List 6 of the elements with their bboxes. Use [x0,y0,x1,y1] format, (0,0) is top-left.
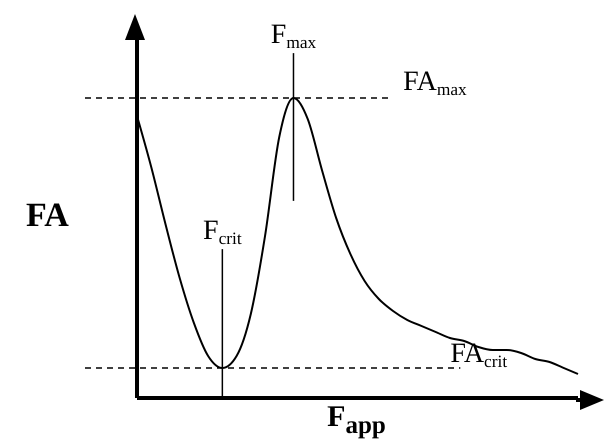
x-axis-title: F$_{app}$ [326,400,387,441]
ref-line-label: FA$_{max}$ [403,66,468,99]
y-axis-title: FA [26,197,69,235]
text: F$_{max}$ [270,19,317,52]
annotation: F$_{crit}$ [202,215,242,248]
ref-line-label: FA$_{crit}$ [450,338,508,371]
